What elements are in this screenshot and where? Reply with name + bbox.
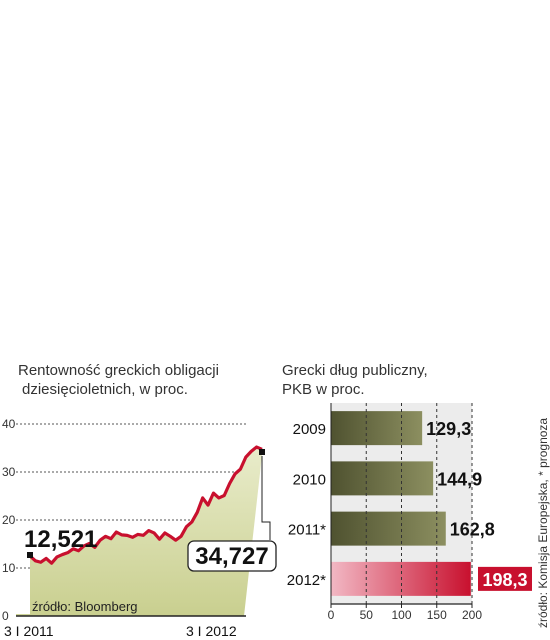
- line-source-label: źródło: Bloomberg: [32, 599, 138, 614]
- line-chart-area-group: [16, 445, 263, 616]
- bar-2011-forecast: [331, 511, 446, 546]
- bar-category-label: 2009: [293, 421, 326, 438]
- bar-x-tick-label: 150: [427, 608, 447, 622]
- line-area-fill: [30, 447, 262, 616]
- end-value-label: 34,727: [195, 543, 268, 570]
- bar-chart-title-2: PKB w proc.: [282, 381, 365, 398]
- bar-2009: [331, 411, 423, 446]
- bar-category-label: 2010: [293, 471, 326, 488]
- start-marker: [27, 552, 33, 558]
- bar-category-label: 2011*: [288, 522, 326, 539]
- bar-x-tick-label: 200: [462, 608, 482, 622]
- bar-x-tick-label: 100: [391, 608, 411, 622]
- end-marker: [259, 449, 265, 455]
- bar-x-tick-label: 0: [328, 608, 335, 622]
- bar-value-label: 129,3: [426, 419, 471, 439]
- line-y-tick-label: 20: [2, 513, 16, 527]
- line-x-tick-label: 3 I 2012: [186, 623, 237, 639]
- bar-2012-forecast: [331, 561, 471, 596]
- end-value-leader: [261, 456, 271, 540]
- bar-value-box: [478, 566, 532, 591]
- line-chart-title-2: dziesięcioletnich, w proc.: [22, 381, 188, 398]
- end-value-box: [187, 540, 277, 572]
- line-y-tick-label: 30: [2, 465, 16, 479]
- line-chart-title-1: Rentowność greckich obligacji: [18, 362, 219, 379]
- line-series-path: [28, 445, 263, 565]
- line-y-tick-label: 0: [2, 609, 9, 623]
- line-y-tick-label: 10: [2, 561, 16, 575]
- bar-2010: [331, 461, 434, 496]
- bar-category-label: 2012*: [287, 572, 326, 589]
- bar-x-tick-label: 50: [360, 608, 374, 622]
- bar-chart-title-1: Grecki dług publiczny,: [282, 362, 428, 379]
- bar-value-label: 144,9: [437, 469, 482, 489]
- line-y-tick-label: 40: [2, 417, 16, 431]
- line-x-tick-label: 3 I 2011: [4, 623, 54, 639]
- bar-value-label: 198,3: [482, 570, 527, 590]
- line-chart-axis: 3 I 2011 3 I 2012: [4, 615, 246, 639]
- line-chart-grid: 0 10 20 30 40: [2, 417, 246, 623]
- start-value-label: 12,521: [24, 526, 97, 553]
- bar-source-note: źródło: Komisja Europejska, * prognoza: [536, 418, 550, 628]
